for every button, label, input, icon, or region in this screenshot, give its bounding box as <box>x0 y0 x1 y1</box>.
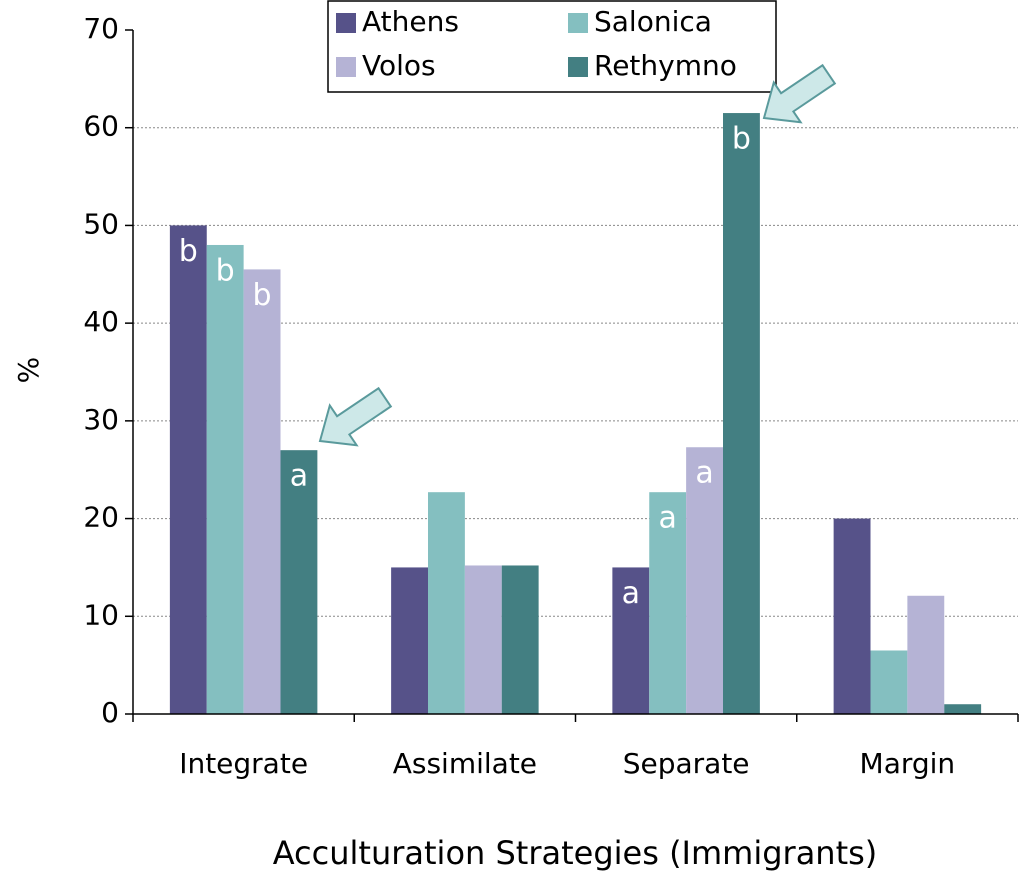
bar-letter: b <box>216 253 235 288</box>
bar <box>649 492 687 714</box>
y-axis-title: % <box>12 357 45 384</box>
bar <box>243 269 281 714</box>
bar-letter: b <box>253 278 272 313</box>
arrows <box>318 63 837 447</box>
legend-label: Athens <box>362 5 459 38</box>
bar <box>501 565 539 714</box>
bar <box>907 595 945 714</box>
bar-letter: b <box>732 122 751 157</box>
bar-letter: a <box>695 456 713 491</box>
legend-label: Rethymno <box>594 49 737 82</box>
bar <box>464 565 502 714</box>
legend-label: Volos <box>362 49 436 82</box>
x-tick-label: Integrate <box>179 747 308 780</box>
x-axis-title: Acculturation Strategies (Immigrants) <box>273 834 878 872</box>
legend-swatch <box>568 57 588 77</box>
bar <box>944 704 982 714</box>
bar <box>686 447 723 714</box>
bar-letter: a <box>658 501 676 536</box>
y-tick-label: 10 <box>83 598 119 631</box>
y-tick-label: 40 <box>83 305 119 338</box>
legend-label: Salonica <box>594 5 712 38</box>
y-tick-label: 30 <box>83 403 119 436</box>
bar-letter: a <box>290 459 308 494</box>
y-tick-label: 0 <box>101 696 119 729</box>
bar-letter: b <box>179 234 198 269</box>
y-tick-label: 60 <box>83 110 119 143</box>
bar <box>391 567 428 714</box>
bar <box>723 113 760 715</box>
bar <box>833 518 871 714</box>
bar <box>612 567 650 714</box>
y-tick-label: 70 <box>83 12 119 45</box>
x-tick-label: Assimilate <box>393 747 537 780</box>
bar <box>870 650 908 714</box>
legend-swatch <box>336 13 356 33</box>
arrow <box>762 63 837 124</box>
bar-letter: a <box>622 576 640 611</box>
bar <box>169 225 207 714</box>
legend: Athens Salonica Volos Rethymno <box>327 0 777 93</box>
x-tick-label: Margin <box>860 747 956 780</box>
bar <box>428 492 465 714</box>
bar <box>280 450 318 714</box>
bar <box>206 244 244 714</box>
arrow <box>318 386 393 447</box>
y-tick-label: 50 <box>83 207 119 240</box>
legend-box <box>327 0 777 93</box>
legend-swatch <box>568 13 588 33</box>
y-tick-label: 20 <box>83 501 119 534</box>
x-tick-label: Separate <box>623 747 750 780</box>
legend-swatch <box>336 57 356 77</box>
